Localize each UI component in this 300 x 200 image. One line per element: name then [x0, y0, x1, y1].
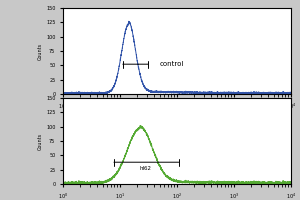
Y-axis label: Counts: Counts: [38, 42, 43, 60]
Y-axis label: Counts: Counts: [38, 132, 43, 150]
Text: control: control: [160, 61, 184, 67]
Text: hl62: hl62: [139, 166, 151, 171]
